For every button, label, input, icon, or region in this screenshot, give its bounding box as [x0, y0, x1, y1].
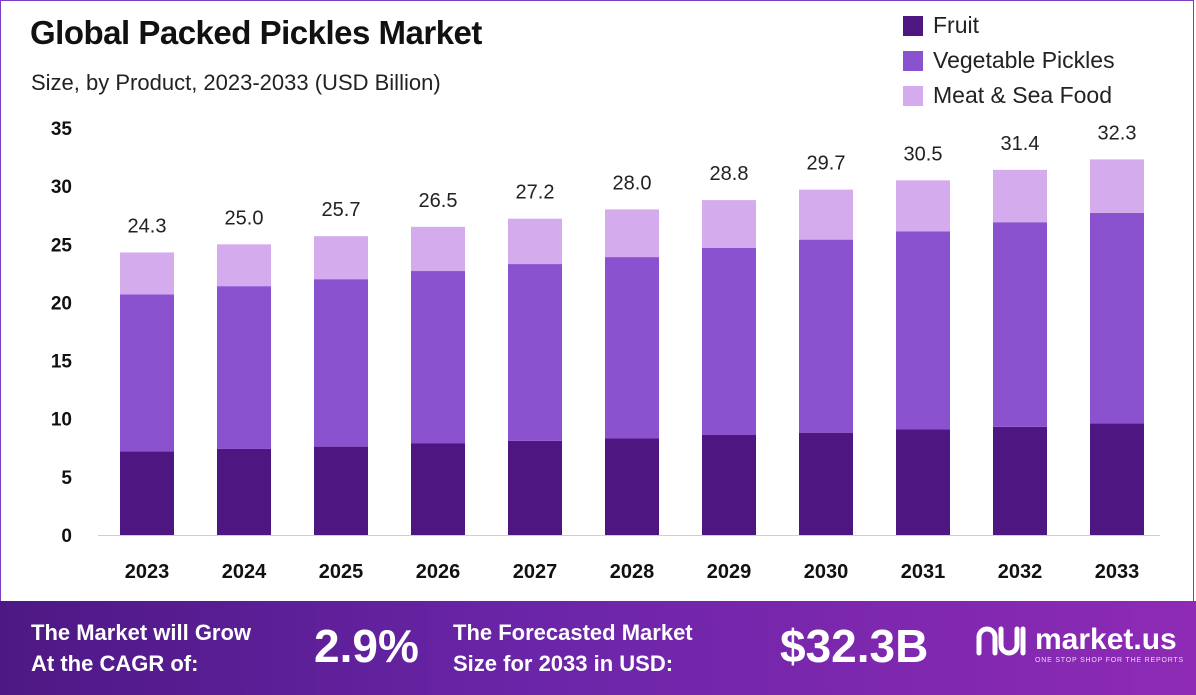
bar-segment-meat-sea-food — [1090, 159, 1144, 213]
legend-swatch-meat-sea-food — [903, 85, 923, 106]
bar-total-label: 32.3 — [1098, 122, 1137, 144]
bar-segment-fruit — [605, 438, 659, 535]
bar-segment-fruit — [314, 446, 368, 535]
bar-segment-fruit — [217, 448, 271, 535]
bar-segment-vegetable-pickles — [314, 279, 368, 447]
x-tick-label: 2023 — [125, 561, 170, 583]
x-tick-label: 2030 — [804, 561, 849, 583]
chart-subtitle: Size, by Product, 2023-2033 (USD Billion… — [31, 70, 441, 95]
bar-segment-vegetable-pickles — [799, 239, 853, 433]
bar-segment-fruit — [993, 426, 1047, 535]
x-tick-label: 2024 — [222, 561, 267, 583]
bar-segment-fruit — [508, 440, 562, 535]
brand-logo: market.us — [975, 623, 1177, 657]
x-tick-label: 2031 — [901, 561, 946, 583]
y-tick-label: 5 — [61, 468, 72, 489]
legend-swatch-fruit — [903, 15, 923, 36]
bar-segment-fruit — [799, 432, 853, 535]
forecast-caption-line-1: The Forecasted Market — [453, 620, 693, 645]
bar-total-label: 25.7 — [322, 199, 361, 221]
bar-segment-fruit — [896, 429, 950, 535]
bar-segment-meat-sea-food — [702, 200, 756, 248]
forecast-caption-line-2: Size for 2033 in USD: — [453, 651, 674, 676]
y-tick-label: 25 — [51, 235, 73, 256]
brand-tagline: ONE STOP SHOP FOR THE REPORTS — [1035, 657, 1184, 664]
bar-segment-meat-sea-food — [314, 236, 368, 280]
bar-total-label: 30.5 — [904, 143, 943, 165]
bar-segment-vegetable-pickles — [702, 247, 756, 435]
legend-item-vegetable-pickles: Vegetable Pickles — [903, 43, 1115, 78]
bar-total-label: 26.5 — [419, 190, 458, 212]
market-us-logo-icon — [976, 626, 1026, 656]
bar-segment-vegetable-pickles — [120, 294, 174, 452]
bar-segment-vegetable-pickles — [217, 286, 271, 449]
bar-segment-meat-sea-food — [993, 169, 1047, 223]
legend-label-fruit: Fruit — [933, 12, 979, 38]
bar-segment-vegetable-pickles — [993, 222, 1047, 427]
y-tick-label: 15 — [51, 352, 73, 373]
forecast-caption: The Forecasted Market Size for 2033 in U… — [453, 617, 693, 679]
bar-segment-vegetable-pickles — [411, 271, 465, 444]
cagr-caption-line-1: The Market will Grow — [31, 620, 252, 645]
y-tick-label: 35 — [51, 119, 73, 140]
bar-total-label: 28.8 — [710, 163, 749, 185]
bar-segment-meat-sea-food — [896, 180, 950, 232]
bar-segment-fruit — [411, 443, 465, 535]
brand-name: market.us — [1035, 623, 1177, 656]
bar-total-label: 31.4 — [1001, 133, 1040, 155]
legend-item-fruit: Fruit — [903, 8, 1115, 43]
x-tick-label: 2029 — [707, 561, 752, 583]
y-tick-label: 30 — [51, 177, 72, 198]
bar-segment-fruit — [1090, 423, 1144, 535]
y-tick-label: 20 — [51, 293, 72, 314]
cagr-caption-line-2: At the CAGR of: — [31, 651, 199, 676]
bar-segment-meat-sea-food — [799, 189, 853, 240]
bar-total-label: 29.7 — [807, 153, 846, 175]
bar-total-label: 24.3 — [128, 215, 167, 237]
bar-segment-fruit — [120, 451, 174, 535]
x-tick-label: 2032 — [998, 561, 1043, 583]
x-tick-label: 2026 — [416, 561, 461, 583]
x-tick-label: 2025 — [319, 561, 364, 583]
cagr-value: 2.9% — [314, 620, 419, 672]
x-tick-label: 2027 — [513, 561, 558, 583]
bar-segment-meat-sea-food — [120, 252, 174, 295]
legend-label-meat-sea-food: Meat & Sea Food — [933, 82, 1112, 108]
y-tick-label: 10 — [51, 410, 72, 431]
bar-segment-meat-sea-food — [605, 209, 659, 258]
bar-segment-meat-sea-food — [411, 226, 465, 272]
bar-total-label: 27.2 — [516, 182, 555, 204]
bar-total-label: 25.0 — [225, 207, 264, 229]
footer-banner: The Market will Grow At the CAGR of: 2.9… — [0, 601, 1196, 695]
bar-total-label: 28.0 — [613, 172, 652, 194]
chart-legend: Fruit Vegetable Pickles Meat & Sea Food — [903, 8, 1115, 113]
bar-segment-vegetable-pickles — [1090, 212, 1144, 424]
legend-swatch-vegetable-pickles — [903, 50, 923, 71]
bar-segment-meat-sea-food — [508, 218, 562, 265]
legend-item-meat-sea-food: Meat & Sea Food — [903, 78, 1115, 113]
bar-segment-vegetable-pickles — [896, 231, 950, 430]
stacked-bar-chart: 0510152025303524.3202325.0202425.7202526… — [51, 119, 1160, 583]
x-tick-label: 2033 — [1095, 561, 1140, 583]
chart-title: Global Packed Pickles Market — [30, 14, 482, 51]
legend-label-vegetable-pickles: Vegetable Pickles — [933, 47, 1115, 73]
cagr-caption: The Market will Grow At the CAGR of: — [31, 617, 251, 679]
bar-segment-fruit — [702, 434, 756, 535]
bar-segment-vegetable-pickles — [605, 257, 659, 439]
bar-segment-meat-sea-food — [217, 244, 271, 287]
bar-segment-vegetable-pickles — [508, 264, 562, 441]
y-tick-label: 0 — [61, 526, 72, 547]
forecast-value: $32.3B — [780, 620, 929, 672]
x-tick-label: 2028 — [610, 561, 655, 583]
